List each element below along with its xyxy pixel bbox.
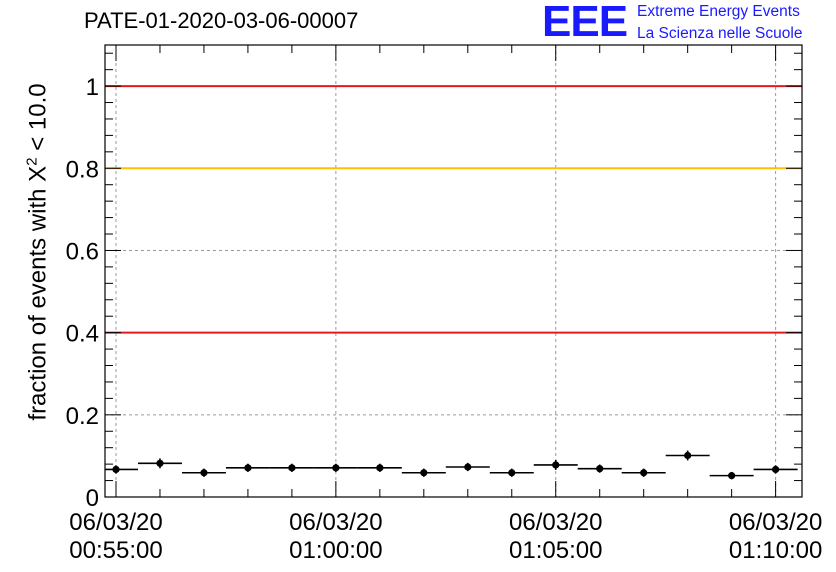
y-tick-label: 0.2 [66, 403, 99, 430]
data-point [728, 472, 736, 480]
data-point [376, 464, 384, 472]
x-tick-label-date: 06/03/20 [509, 509, 602, 536]
data-point [288, 464, 296, 472]
data-point [332, 464, 340, 472]
data-point [596, 465, 604, 473]
x-tick-label-date: 06/03/20 [289, 509, 382, 536]
plot-frame [104, 44, 803, 498]
data-point [464, 463, 472, 471]
x-tick-label-time: 01:05:00 [509, 537, 602, 564]
data-point [640, 469, 648, 477]
y-tick-label: 0.4 [66, 321, 99, 348]
data-point [200, 469, 208, 477]
logo-line-la-scienza: La Scienza nelle Scuole [637, 25, 803, 42]
chart-title: PATE-01-2020-03-06-00007 [84, 8, 359, 33]
y-tick-label: 0.6 [66, 238, 99, 265]
x-tick-label-time: 01:10:00 [729, 537, 822, 564]
eee-logo-mark: EEE [542, 0, 628, 46]
data-point [244, 464, 252, 472]
x-tick-label-time: 00:55:00 [69, 537, 162, 564]
data-point [552, 461, 560, 469]
y-tick-label: 0.8 [66, 156, 99, 183]
data-point [420, 469, 428, 477]
x-tick-label-time: 01:00:00 [289, 537, 382, 564]
data-point [112, 465, 120, 474]
y-tick-label: 1 [86, 74, 99, 101]
data-point [684, 451, 692, 460]
x-tick-label-date: 06/03/20 [729, 509, 822, 536]
eee-logo: EEE Extreme Energy Events La Scienza nel… [542, 0, 832, 48]
data-point [508, 469, 516, 477]
y-tick-label: 0 [86, 485, 99, 512]
x-tick-label-date: 06/03/20 [69, 509, 162, 536]
logo-line-extreme-energy-events: Extreme Energy Events [637, 3, 800, 20]
data-point [156, 459, 164, 467]
data-point [772, 465, 780, 474]
